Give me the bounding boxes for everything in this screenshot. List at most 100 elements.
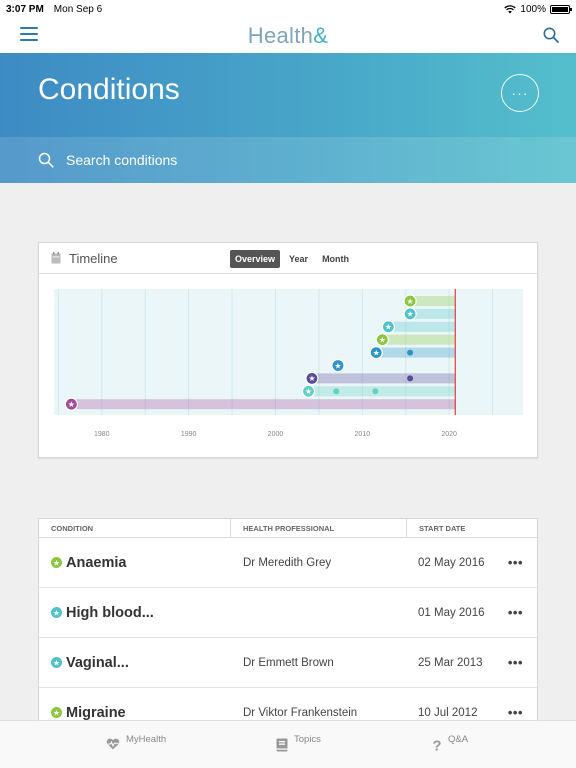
tab-year[interactable]: Year (289, 254, 309, 264)
start-date: 01 May 2016 (418, 606, 485, 619)
condition-cell: ★ Vaginal... (39, 655, 231, 671)
star-icon: ★ (305, 387, 312, 396)
star-icon: ★ (334, 361, 341, 370)
condition-name: Vaginal... (66, 654, 129, 671)
column-header-condition[interactable]: CONDITION (39, 519, 231, 537)
condition-cell: ★ High blood... (39, 605, 231, 621)
timeline-x-tick-label: 2000 (268, 431, 284, 438)
health-professional: Dr Meredith Grey (243, 556, 332, 569)
condition-cell: ★ Anaemia (39, 555, 231, 571)
svg-text:★: ★ (53, 658, 60, 667)
tab-myhealth[interactable]: MyHealth (106, 734, 166, 750)
svg-text:?: ? (432, 738, 441, 752)
timeline-x-tick-label: 2020 (441, 431, 457, 438)
condition-row[interactable]: ★ High blood... 01 May 2016 ••• (39, 588, 537, 638)
timeline-event-dot (372, 388, 379, 395)
hamburger-menu-icon[interactable] (20, 27, 38, 43)
search-icon (38, 152, 54, 168)
condition-name: Migraine (66, 704, 126, 721)
star-icon: ★ (407, 310, 414, 319)
timeline-range-tabs: Overview Year Month (230, 250, 354, 268)
timeline-start-marker (369, 345, 383, 360)
star-icon: ★ (51, 607, 62, 618)
row-more-button[interactable]: ••• (507, 555, 523, 570)
start-date: 10 Jul 2012 (418, 706, 478, 719)
column-header-start-date[interactable]: START DATE (419, 523, 466, 533)
app-logo: Health& (247, 22, 329, 48)
condition-row[interactable]: ★ Anaemia Dr Meredith Grey 02 May 2016 ••• (39, 538, 537, 588)
navbar: Health& (0, 18, 576, 53)
battery-percent: 100% (520, 3, 546, 15)
table-header: CONDITION HEALTH PROFESSIONAL START DATE (39, 519, 537, 538)
start-date: 25 Mar 2013 (418, 656, 483, 669)
star-icon: ★ (68, 400, 75, 409)
timeline-start-marker (301, 384, 316, 398)
tab-topics[interactable]: Topics (276, 734, 321, 752)
wifi-icon (504, 4, 517, 13)
condition-name: High blood... (66, 604, 154, 621)
page-title: Conditions (38, 73, 180, 106)
timeline-event-dot (407, 349, 414, 356)
health-professional: Dr Viktor Frankenstein (243, 706, 358, 719)
condition-cell: ★ Migraine (39, 705, 231, 721)
timeline-start-marker (403, 307, 417, 321)
condition-row[interactable]: ★ Migraine Dr Viktor Frankenstein 10 Jul 20… (39, 688, 537, 727)
svg-text:★: ★ (53, 708, 60, 717)
timeline-start-marker (64, 397, 78, 411)
star-icon: ★ (51, 707, 62, 718)
row-more-button[interactable]: ••• (507, 655, 523, 670)
timeline-plot-area (54, 289, 523, 415)
star-icon: ★ (308, 374, 315, 383)
status-time: 3:07 PM (6, 3, 44, 15)
timeline-start-marker (331, 358, 345, 373)
search-bar[interactable] (0, 137, 576, 183)
timeline-bar (376, 347, 456, 358)
star-icon: ★ (407, 297, 414, 306)
timeline-x-tick-label: 1980 (94, 431, 110, 438)
timeline-header: Timeline Overview Year Month (39, 243, 537, 274)
search-icon[interactable] (542, 26, 560, 44)
book-icon (276, 738, 288, 752)
timeline-event-dot (333, 388, 340, 395)
svg-text:★: ★ (53, 608, 60, 617)
status-date: Mon Sep 6 (53, 3, 103, 15)
column-header-professional[interactable]: HEALTH PROFESSIONAL (231, 519, 407, 537)
timeline-chart: ★ ★ ★ ★ ★ ★ ★ ★ ★ 1980 1990 2000 2010 2020 (54, 289, 523, 438)
tab-overview[interactable]: Overview (230, 250, 281, 268)
search-conditions-input[interactable] (66, 152, 466, 168)
timeline-bar (382, 334, 456, 345)
timeline-card: Timeline Overview Year Month ★ ★ ★ ★ ★ ★ ★ ★ ★ 19… (38, 242, 538, 458)
timeline-title: Timeline (69, 250, 118, 266)
tab-topics-label: Topics (294, 734, 321, 745)
heart-pulse-icon (106, 738, 120, 750)
timeline-event-dot (407, 375, 414, 382)
timeline-bar (410, 308, 456, 319)
svg-text:★: ★ (53, 558, 60, 567)
tab-qa-label: Q&A (448, 734, 469, 745)
timeline-x-tick-label: 1990 (181, 431, 197, 438)
star-icon: ★ (373, 348, 380, 357)
timeline-bar (410, 296, 456, 306)
calendar-icon (51, 252, 61, 264)
question-icon: ? (432, 738, 441, 752)
timeline-start-marker (305, 371, 319, 386)
timeline-x-tick-label: 2010 (355, 431, 371, 438)
timeline-bar (388, 321, 456, 332)
timeline-start-marker (403, 294, 417, 308)
condition-name: Anaemia (66, 554, 127, 571)
conditions-table: CONDITION HEALTH PROFESSIONAL START DATE… (38, 518, 538, 728)
tab-month[interactable]: Month (322, 254, 350, 264)
tab-qa[interactable]: ? Q&A (432, 734, 468, 752)
timeline-start-marker (375, 333, 389, 347)
timeline-bar (308, 386, 456, 397)
star-icon: ★ (379, 336, 386, 345)
row-more-button[interactable]: ••• (507, 605, 523, 620)
condition-row[interactable]: ★ Vaginal... Dr Emmett Brown 25 Mar 2013 ••• (39, 638, 537, 688)
star-icon: ★ (51, 657, 62, 668)
tab-myhealth-label: MyHealth (126, 734, 167, 745)
more-options-button[interactable]: ··· (501, 74, 539, 112)
row-more-button[interactable]: ••• (507, 705, 523, 720)
battery-icon (550, 4, 572, 14)
timeline-bar (71, 399, 456, 410)
timeline-bar (311, 373, 456, 384)
